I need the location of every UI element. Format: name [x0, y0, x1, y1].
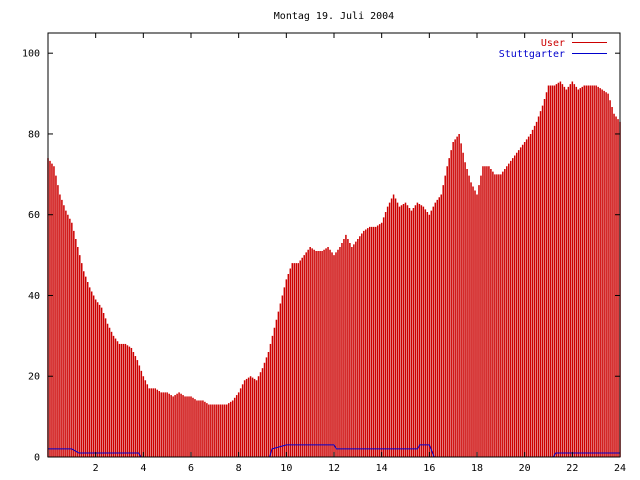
y-tick-label: 100	[22, 49, 40, 60]
x-tick-label: 20	[519, 463, 531, 474]
x-tick-label: 18	[471, 463, 483, 474]
x-tick-label: 24	[614, 463, 626, 474]
y-tick-label: 60	[28, 210, 40, 221]
legend-label-user: User	[541, 38, 565, 49]
x-tick-label: 16	[423, 463, 435, 474]
user-bars	[47, 81, 621, 457]
x-tick-label: 14	[376, 463, 388, 474]
legend: User Stuttgarter	[499, 38, 607, 60]
y-tick-label: 80	[28, 129, 40, 140]
x-tick-label: 22	[566, 463, 578, 474]
x-tick-label: 4	[140, 463, 146, 474]
chart-title: Montag 19. Juli 2004	[274, 11, 394, 22]
y-tick-label: 40	[28, 291, 40, 302]
x-tick-label: 8	[236, 463, 242, 474]
x-tick-label: 10	[280, 463, 292, 474]
x-tick-label: 12	[328, 463, 340, 474]
legend-label-stuttgarter: Stuttgarter	[499, 49, 565, 60]
x-tick-label: 2	[93, 463, 99, 474]
x-tick-label: 6	[188, 463, 194, 474]
y-tick-label: 20	[28, 372, 40, 383]
y-tick-label: 0	[34, 453, 40, 464]
